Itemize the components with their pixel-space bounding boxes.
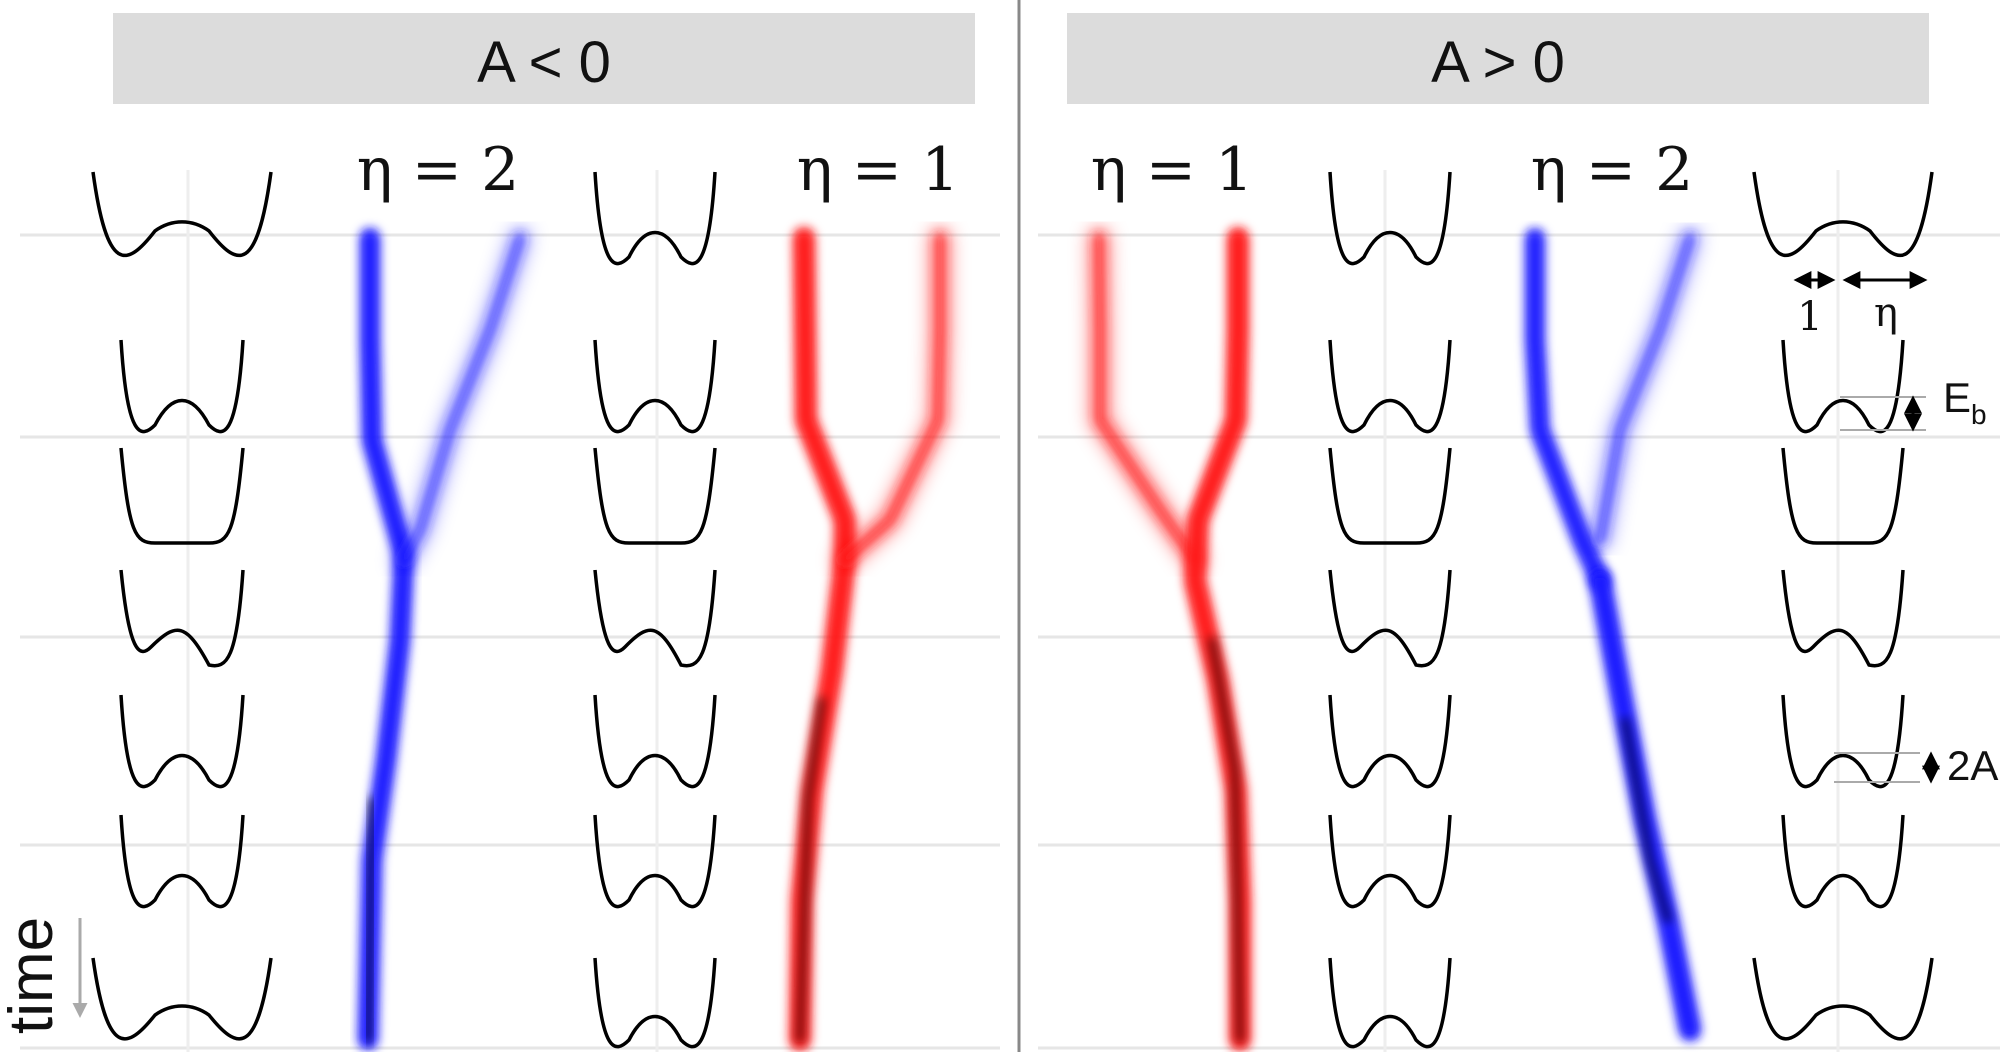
potential-curve [1328, 447, 1452, 545]
barrier-label: Eb [1943, 374, 1987, 430]
potential-curve [91, 957, 273, 1041]
distance-eta-label: η [1874, 290, 1898, 336]
potential-curve [593, 569, 717, 668]
panel-header-right-text: A > 0 [1431, 30, 1565, 95]
potential-curve [593, 339, 717, 434]
trajectory-core [1092, 231, 1202, 567]
trajectory-peak [1209, 637, 1243, 1043]
potential-curve [1781, 447, 1905, 545]
trajectory-haze [1525, 228, 1610, 590]
panel-header-left: A < 0 [113, 13, 975, 104]
potential-curve [1752, 171, 1934, 258]
potential-curve [593, 694, 717, 789]
potential-curve [1752, 957, 1934, 1041]
potential-curve [593, 957, 717, 1049]
distance-one-label: 1 [1797, 294, 1822, 340]
potential-curve [1781, 694, 1905, 789]
potential-curve [1328, 694, 1452, 789]
trajectory-core [397, 231, 527, 567]
eta-label-right-2: η = 2 [1531, 135, 1694, 205]
potential-curve [1328, 339, 1452, 434]
trajectory-peak [797, 697, 825, 1043]
potential-curve [119, 569, 245, 668]
panel-header-left-text: A < 0 [477, 30, 611, 95]
potential-curve [1328, 171, 1452, 266]
trajectory-core [1593, 231, 1697, 547]
trajectory-core [838, 231, 947, 567]
potential-curve [593, 814, 717, 909]
trajectory-core [1593, 573, 1697, 1037]
potential-curve [593, 447, 717, 545]
eta-label-left-1: η = 2 [357, 135, 520, 205]
time-label: time [0, 917, 66, 1034]
trajectory-core [1529, 232, 1606, 586]
trajectory-core [362, 232, 410, 1046]
panel-header-right: A > 0 [1067, 13, 1929, 104]
potential-curve [1328, 814, 1452, 909]
trajectories [358, 227, 1701, 1051]
potential-curve [1781, 339, 1905, 434]
potential-curve [1781, 814, 1905, 909]
vertical-guides [186, 170, 1840, 1052]
potential-curve [1781, 569, 1905, 668]
gridlines [20, 233, 2000, 1050]
eta-label-left-2: η = 1 [797, 135, 960, 205]
annotations: 1 η Eb 2A [1793, 271, 1998, 789]
potential-wells [91, 171, 1934, 1049]
trajectory-peak [365, 797, 375, 1043]
potential-curve [119, 447, 245, 545]
potential-curve [593, 171, 717, 266]
time-axis: time [0, 917, 88, 1034]
trajectory-peak [1622, 717, 1671, 923]
asymmetry-label: 2A [1947, 742, 1998, 789]
potential-curve [1328, 957, 1452, 1049]
potential-curve [119, 694, 245, 789]
potential-curve [119, 339, 245, 434]
potential-curve [119, 814, 245, 909]
eta-label-right-1: η = 1 [1091, 135, 1254, 205]
potential-curve [91, 171, 273, 258]
potential-curve [1328, 569, 1452, 668]
trajectory-haze [1088, 227, 1206, 571]
